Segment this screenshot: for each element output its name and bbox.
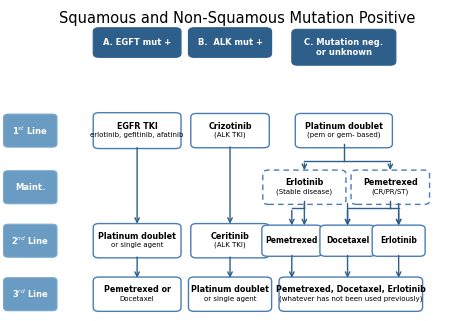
Text: Platinum doublet: Platinum doublet (98, 232, 176, 241)
Text: Platinum doublet: Platinum doublet (305, 122, 383, 131)
Text: A. EGFT mut +: A. EGFT mut + (103, 38, 171, 47)
FancyBboxPatch shape (191, 223, 269, 258)
FancyBboxPatch shape (295, 113, 392, 148)
Text: (CR/PR/ST): (CR/PR/ST) (372, 188, 409, 195)
Text: Docetaxel: Docetaxel (326, 236, 369, 245)
Text: Ceritinib: Ceritinib (210, 232, 249, 241)
Text: 3$^{rd}$ Line: 3$^{rd}$ Line (12, 288, 49, 300)
FancyBboxPatch shape (191, 113, 269, 148)
Text: erlotinib, gefitinib, afatinib: erlotinib, gefitinib, afatinib (91, 132, 184, 138)
Text: Maint.: Maint. (15, 183, 46, 192)
FancyBboxPatch shape (292, 29, 396, 65)
Text: Pemetrexed or: Pemetrexed or (104, 285, 171, 294)
FancyBboxPatch shape (4, 224, 57, 257)
Text: Pemetrexed: Pemetrexed (265, 236, 318, 245)
FancyBboxPatch shape (263, 170, 346, 204)
FancyBboxPatch shape (372, 225, 425, 256)
FancyBboxPatch shape (93, 28, 181, 57)
FancyBboxPatch shape (4, 278, 57, 311)
Text: Squamous and Non-Squamous Mutation Positive: Squamous and Non-Squamous Mutation Posit… (59, 11, 415, 26)
FancyBboxPatch shape (279, 277, 423, 311)
Text: (ALK TKI): (ALK TKI) (214, 132, 246, 138)
FancyBboxPatch shape (351, 170, 429, 204)
FancyBboxPatch shape (4, 171, 57, 204)
Text: or single agent: or single agent (204, 296, 256, 302)
FancyBboxPatch shape (189, 28, 272, 57)
Text: 2$^{nd}$ Line: 2$^{nd}$ Line (11, 235, 49, 247)
Text: 1$^{st}$ Line: 1$^{st}$ Line (12, 125, 48, 137)
Text: Erlotinib: Erlotinib (285, 178, 324, 187)
FancyBboxPatch shape (262, 225, 322, 256)
Text: Platinum doublet: Platinum doublet (191, 285, 269, 294)
Text: B.  ALK mut +: B. ALK mut + (198, 38, 263, 47)
Text: Crizotinib: Crizotinib (208, 122, 252, 131)
Text: (pem or gem- based): (pem or gem- based) (307, 132, 381, 138)
Text: (whatever has not been used previously): (whatever has not been used previously) (279, 295, 422, 302)
Text: or single agent: or single agent (111, 242, 164, 248)
Text: (ALK TKI): (ALK TKI) (214, 242, 246, 248)
FancyBboxPatch shape (320, 225, 375, 256)
Text: Erlotinib: Erlotinib (380, 236, 417, 245)
Text: EGFR TKI: EGFR TKI (117, 122, 157, 131)
Text: C. Mutation neg.
or unknown: C. Mutation neg. or unknown (304, 38, 383, 57)
FancyBboxPatch shape (93, 223, 181, 258)
FancyBboxPatch shape (93, 113, 181, 149)
FancyBboxPatch shape (189, 277, 272, 311)
Text: Pemetrexed, Docetaxel, Erlotinib: Pemetrexed, Docetaxel, Erlotinib (276, 285, 426, 294)
FancyBboxPatch shape (93, 277, 181, 311)
Text: Pemetrexed: Pemetrexed (363, 178, 418, 187)
Text: Docetaxel: Docetaxel (120, 296, 155, 302)
Text: (Stable disease): (Stable disease) (276, 188, 332, 195)
FancyBboxPatch shape (4, 114, 57, 147)
